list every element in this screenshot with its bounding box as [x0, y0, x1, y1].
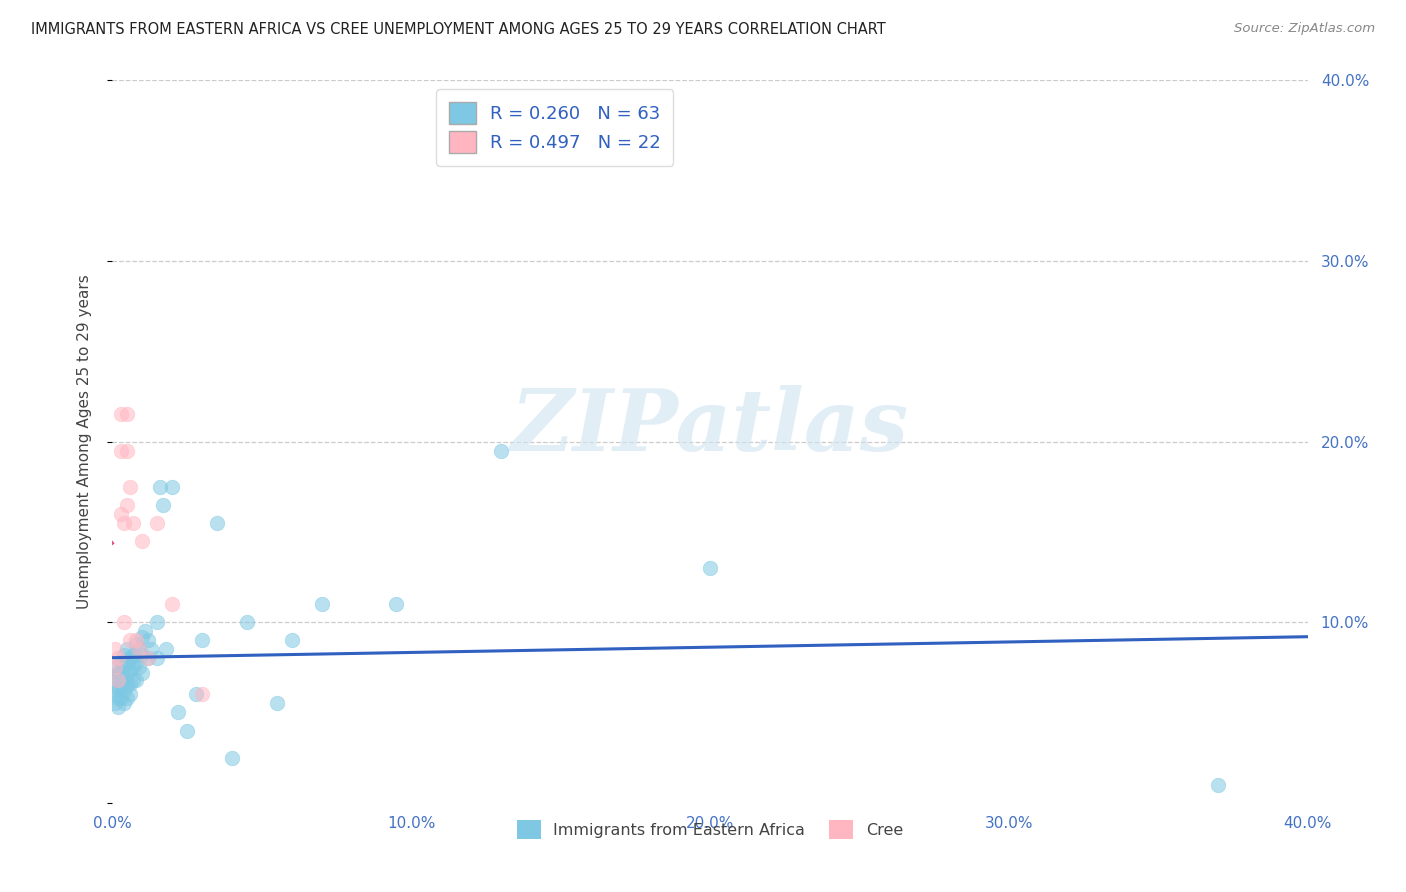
- Point: [117, 498, 139, 512]
- Point: [236, 615, 259, 630]
- Point: [114, 683, 135, 698]
- Point: [107, 665, 129, 680]
- Point: [104, 660, 127, 674]
- Point: [114, 615, 135, 630]
- Point: [117, 678, 139, 692]
- Point: [125, 673, 148, 687]
- Point: [114, 648, 135, 662]
- Point: [117, 655, 139, 669]
- Point: [110, 665, 132, 680]
- Point: [122, 660, 145, 674]
- Point: [221, 750, 243, 764]
- Point: [104, 697, 127, 711]
- Y-axis label: Unemployment Among Ages 25 to 29 years: Unemployment Among Ages 25 to 29 years: [77, 274, 91, 609]
- Point: [385, 597, 408, 611]
- Point: [205, 516, 228, 530]
- Point: [107, 673, 129, 687]
- Point: [128, 642, 150, 657]
- Point: [128, 642, 150, 657]
- Point: [186, 687, 208, 701]
- Point: [120, 633, 142, 648]
- Point: [110, 408, 132, 422]
- Legend: Immigrants from Eastern Africa, Cree: Immigrants from Eastern Africa, Cree: [510, 814, 910, 846]
- Point: [110, 655, 132, 669]
- Point: [122, 673, 145, 687]
- Point: [110, 507, 132, 521]
- Point: [117, 642, 139, 657]
- Point: [134, 624, 156, 639]
- Point: [117, 443, 139, 458]
- Point: [167, 706, 190, 720]
- Point: [122, 648, 145, 662]
- Point: [120, 676, 142, 690]
- Point: [489, 443, 512, 458]
- Point: [146, 615, 169, 630]
- Point: [146, 651, 169, 665]
- Point: [110, 443, 132, 458]
- Point: [114, 673, 135, 687]
- Point: [120, 664, 142, 678]
- Point: [122, 516, 145, 530]
- Point: [152, 498, 174, 512]
- Point: [107, 673, 129, 687]
- Point: [162, 480, 183, 494]
- Point: [138, 651, 160, 665]
- Point: [120, 480, 142, 494]
- Point: [110, 678, 132, 692]
- Point: [699, 561, 721, 575]
- Point: [117, 408, 139, 422]
- Point: [125, 637, 148, 651]
- Point: [138, 651, 160, 665]
- Point: [107, 691, 129, 706]
- Point: [104, 642, 127, 657]
- Point: [125, 633, 148, 648]
- Point: [107, 681, 129, 696]
- Point: [131, 533, 153, 548]
- Point: [1206, 778, 1229, 792]
- Point: [311, 597, 333, 611]
- Point: [162, 597, 183, 611]
- Point: [107, 651, 129, 665]
- Point: [104, 660, 127, 674]
- Point: [107, 700, 129, 714]
- Point: [155, 642, 177, 657]
- Text: ZIPatlas: ZIPatlas: [510, 385, 910, 469]
- Point: [281, 633, 304, 648]
- Point: [176, 723, 198, 738]
- Point: [128, 660, 150, 674]
- Point: [146, 516, 169, 530]
- Point: [110, 691, 132, 706]
- Point: [191, 687, 214, 701]
- Point: [117, 665, 139, 680]
- Point: [117, 691, 139, 706]
- Point: [191, 633, 214, 648]
- Point: [131, 648, 153, 662]
- Point: [114, 660, 135, 674]
- Text: Source: ZipAtlas.com: Source: ZipAtlas.com: [1234, 22, 1375, 36]
- Point: [120, 687, 142, 701]
- Point: [104, 687, 127, 701]
- Point: [114, 697, 135, 711]
- Point: [125, 655, 148, 669]
- Point: [131, 665, 153, 680]
- Point: [266, 697, 288, 711]
- Point: [114, 516, 135, 530]
- Point: [104, 678, 127, 692]
- Text: IMMIGRANTS FROM EASTERN AFRICA VS CREE UNEMPLOYMENT AMONG AGES 25 TO 29 YEARS CO: IMMIGRANTS FROM EASTERN AFRICA VS CREE U…: [31, 22, 886, 37]
- Point: [138, 633, 160, 648]
- Point: [149, 480, 172, 494]
- Point: [104, 669, 127, 683]
- Point: [141, 642, 163, 657]
- Point: [120, 651, 142, 665]
- Point: [131, 630, 153, 644]
